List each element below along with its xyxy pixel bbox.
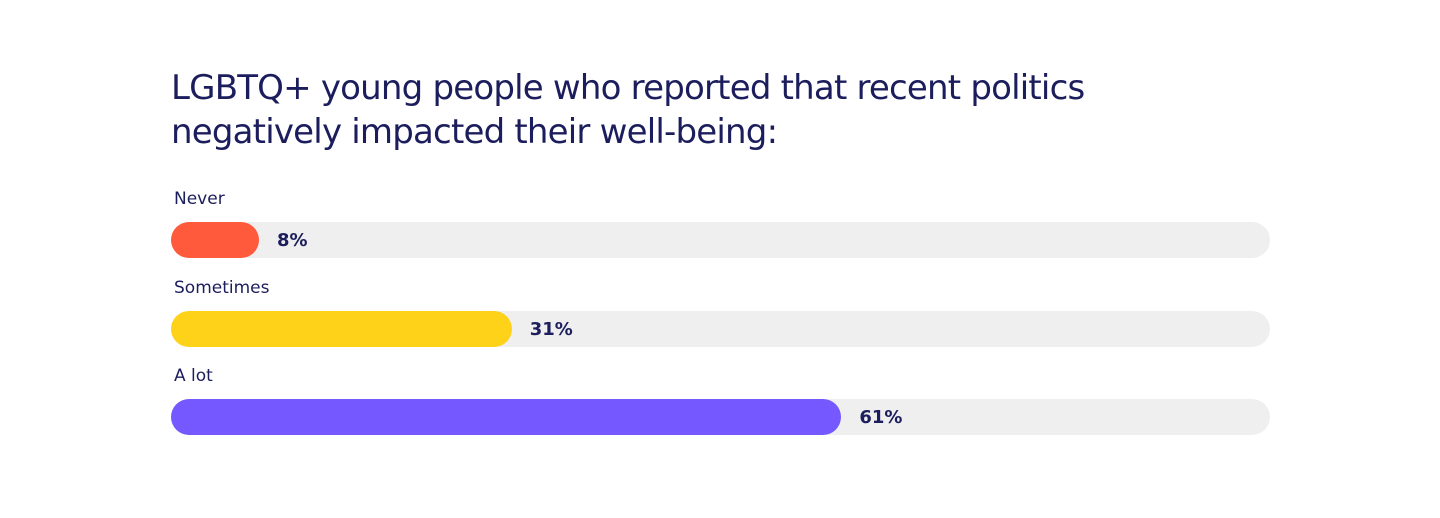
bar-row: Sometimes 31%	[171, 277, 1270, 366]
bar-row: Never 8%	[171, 188, 1270, 277]
bar-chart: Never 8% Sometimes 31% A lot 61%	[171, 188, 1270, 454]
chart-title: LGBTQ+ young people who reported that re…	[171, 68, 1085, 152]
bar-track: 8%	[171, 222, 1270, 258]
value-label: 61%	[859, 407, 903, 428]
bar-track: 31%	[171, 310, 1270, 347]
bar	[171, 399, 842, 435]
category-label: Sometimes	[174, 277, 270, 298]
bar-track: 61%	[171, 399, 1270, 435]
bar-row: A lot 61%	[171, 365, 1270, 454]
bar	[171, 222, 259, 258]
category-label: Never	[174, 189, 225, 209]
value-label: 8%	[277, 230, 308, 251]
value-label: 31%	[529, 318, 573, 340]
category-label: A lot	[174, 366, 213, 386]
bar	[171, 310, 512, 347]
